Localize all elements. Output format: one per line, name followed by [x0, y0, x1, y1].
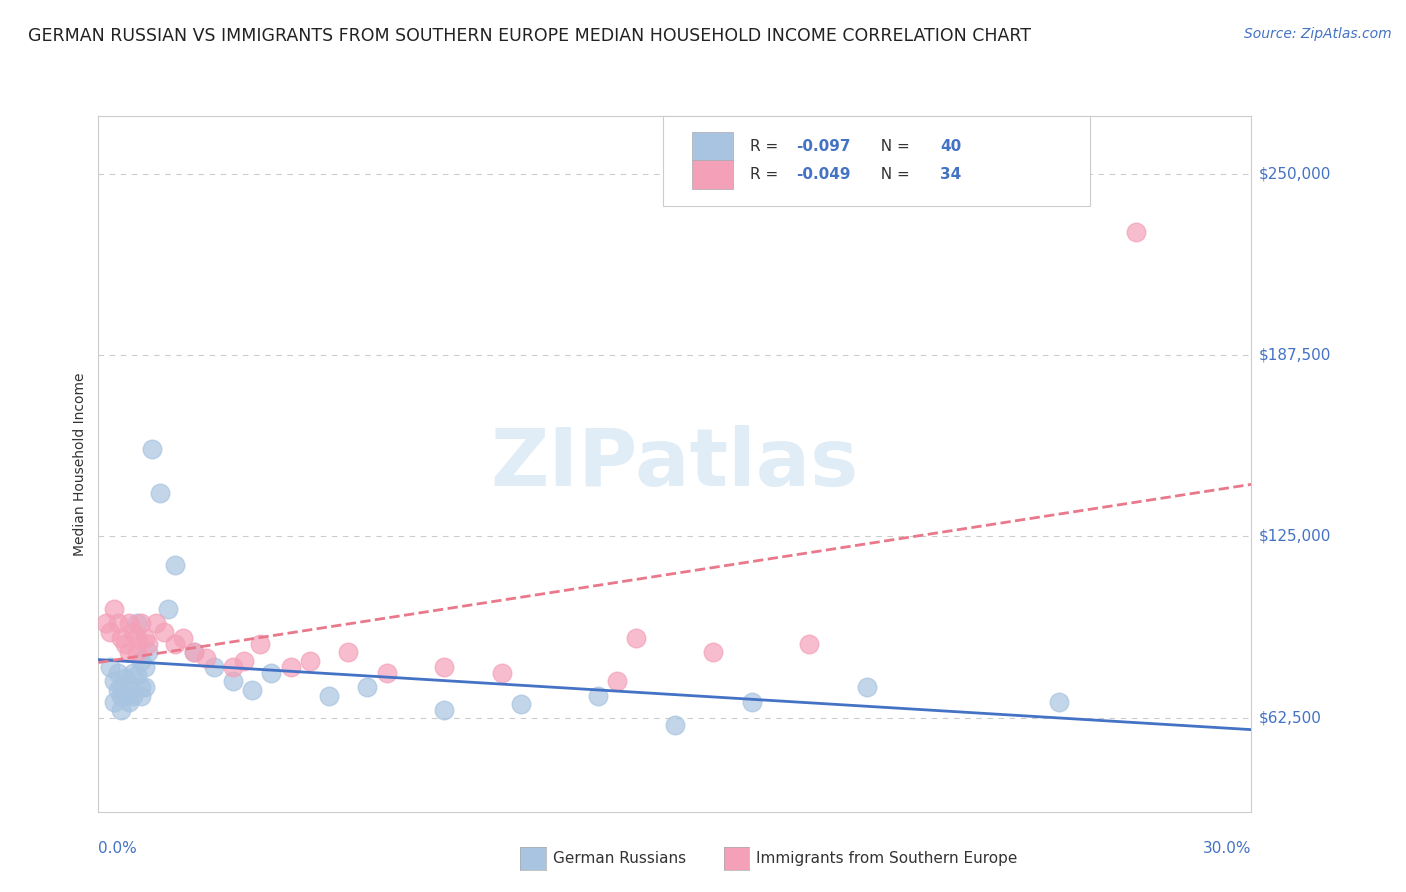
- Text: $187,500: $187,500: [1258, 348, 1330, 363]
- Point: [125, 645, 148, 659]
- Point: [356, 680, 378, 694]
- Text: R =: R =: [749, 139, 783, 154]
- Point: [103, 694, 125, 708]
- Point: [491, 665, 513, 680]
- Point: [129, 654, 152, 668]
- Point: [165, 637, 187, 651]
- Point: [156, 601, 179, 615]
- Point: [606, 674, 628, 689]
- Point: [114, 689, 136, 703]
- Point: [510, 698, 533, 712]
- Point: [98, 624, 121, 639]
- Point: [103, 674, 125, 689]
- FancyBboxPatch shape: [692, 132, 733, 161]
- Point: [107, 665, 129, 680]
- Point: [165, 558, 187, 573]
- Point: [856, 680, 879, 694]
- Text: -0.097: -0.097: [796, 139, 851, 154]
- Point: [202, 660, 225, 674]
- Point: [260, 665, 283, 680]
- Y-axis label: Median Household Income: Median Household Income: [73, 372, 87, 556]
- Text: R =: R =: [749, 167, 783, 182]
- Point: [118, 616, 141, 631]
- Point: [664, 717, 686, 731]
- Point: [122, 665, 145, 680]
- Point: [1047, 694, 1070, 708]
- Point: [118, 694, 141, 708]
- Text: 0.0%: 0.0%: [98, 840, 138, 855]
- Point: [129, 689, 152, 703]
- Point: [125, 668, 148, 682]
- FancyBboxPatch shape: [692, 160, 733, 189]
- Point: [318, 689, 340, 703]
- Point: [134, 680, 156, 694]
- Point: [122, 624, 145, 639]
- Point: [114, 671, 136, 685]
- Point: [118, 645, 141, 659]
- Point: [129, 680, 152, 694]
- Point: [433, 703, 456, 717]
- Point: [107, 616, 129, 631]
- Point: [240, 683, 263, 698]
- Text: German Russians: German Russians: [553, 852, 686, 866]
- Text: 34: 34: [941, 167, 962, 182]
- Point: [741, 694, 763, 708]
- Text: GERMAN RUSSIAN VS IMMIGRANTS FROM SOUTHERN EUROPE MEDIAN HOUSEHOLD INCOME CORREL: GERMAN RUSSIAN VS IMMIGRANTS FROM SOUTHE…: [28, 27, 1031, 45]
- Text: -0.049: -0.049: [796, 167, 851, 182]
- Point: [626, 631, 648, 645]
- Point: [138, 645, 160, 659]
- Text: N =: N =: [870, 139, 914, 154]
- Point: [103, 601, 125, 615]
- Point: [129, 616, 152, 631]
- Point: [222, 660, 245, 674]
- Point: [118, 677, 141, 691]
- Text: $250,000: $250,000: [1258, 167, 1330, 181]
- Point: [107, 683, 129, 698]
- Point: [233, 654, 256, 668]
- Point: [337, 645, 360, 659]
- Point: [172, 631, 194, 645]
- Point: [298, 654, 321, 668]
- Point: [110, 631, 132, 645]
- Point: [183, 645, 205, 659]
- Text: N =: N =: [870, 167, 914, 182]
- Point: [134, 660, 156, 674]
- Point: [114, 637, 136, 651]
- Point: [586, 689, 609, 703]
- Point: [98, 660, 121, 674]
- Text: Source: ZipAtlas.com: Source: ZipAtlas.com: [1244, 27, 1392, 41]
- Point: [222, 674, 245, 689]
- Point: [702, 645, 724, 659]
- Text: $62,500: $62,500: [1258, 710, 1322, 725]
- Text: 40: 40: [941, 139, 962, 154]
- Text: $125,000: $125,000: [1258, 529, 1330, 544]
- Point: [125, 616, 148, 631]
- Point: [149, 485, 172, 500]
- Point: [134, 631, 156, 645]
- Text: ZIPatlas: ZIPatlas: [491, 425, 859, 503]
- Point: [94, 616, 117, 631]
- Point: [799, 637, 821, 651]
- FancyBboxPatch shape: [664, 116, 1090, 206]
- Text: Immigrants from Southern Europe: Immigrants from Southern Europe: [756, 852, 1018, 866]
- Point: [125, 631, 148, 645]
- Point: [375, 665, 398, 680]
- Point: [433, 660, 456, 674]
- Point: [280, 660, 302, 674]
- Point: [110, 680, 132, 694]
- Text: 30.0%: 30.0%: [1204, 840, 1251, 855]
- Point: [1125, 225, 1147, 239]
- Point: [122, 689, 145, 703]
- Point: [110, 703, 132, 717]
- Point: [249, 637, 271, 651]
- Point: [183, 645, 205, 659]
- Point: [141, 442, 163, 457]
- Point: [138, 637, 160, 651]
- Point: [145, 616, 167, 631]
- Point: [110, 689, 132, 703]
- Point: [195, 651, 218, 665]
- Point: [152, 624, 174, 639]
